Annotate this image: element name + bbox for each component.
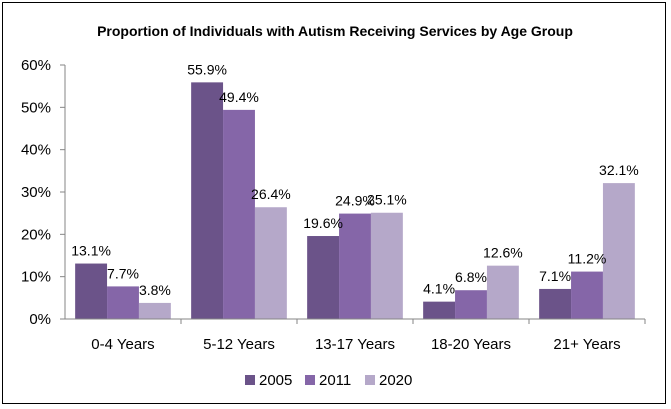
legend-label: 2005 bbox=[259, 372, 292, 389]
bar-2020 bbox=[138, 302, 171, 319]
legend-swatch bbox=[305, 375, 315, 385]
y-tick-label: 0% bbox=[29, 311, 51, 328]
bar-2011 bbox=[455, 290, 487, 319]
y-tick-label: 20% bbox=[21, 226, 51, 243]
data-label: 4.1% bbox=[423, 281, 455, 297]
chart-title: Proportion of Individuals with Autism Re… bbox=[97, 23, 573, 39]
bar-2005 bbox=[307, 236, 340, 319]
data-label: 13.1% bbox=[71, 243, 111, 259]
chart-frame: Proportion of Individuals with Autism Re… bbox=[2, 2, 666, 404]
bar-2020 bbox=[254, 207, 287, 319]
bar-2005 bbox=[191, 82, 224, 320]
data-label: 12.6% bbox=[483, 245, 523, 261]
bar-2011 bbox=[223, 109, 255, 319]
data-label: 32.1% bbox=[599, 162, 639, 178]
x-tick-label: 5-12 Years bbox=[203, 336, 275, 353]
legend-swatch bbox=[365, 375, 375, 385]
bar-2011 bbox=[339, 213, 371, 319]
x-tick-label: 18-20 Years bbox=[431, 336, 511, 353]
bar-2011 bbox=[571, 271, 603, 319]
data-label: 7.7% bbox=[107, 265, 139, 281]
bar-2020 bbox=[486, 265, 519, 319]
data-label: 55.9% bbox=[187, 61, 227, 77]
data-label: 26.4% bbox=[251, 186, 291, 202]
y-tick-label: 30% bbox=[21, 184, 51, 201]
y-axis: 0% 10% 20% 30% 40% 50% 60% bbox=[21, 57, 66, 328]
legend-label: 2011 bbox=[319, 372, 351, 389]
bar-2020 bbox=[602, 183, 635, 319]
bar-2020 bbox=[370, 212, 403, 319]
bar-2005 bbox=[75, 263, 108, 319]
data-label: 6.8% bbox=[455, 269, 487, 285]
data-label: 25.1% bbox=[367, 192, 407, 208]
x-tick-label: 21+ Years bbox=[553, 336, 620, 353]
y-tick-label: 60% bbox=[21, 57, 51, 74]
data-label: 11.2% bbox=[568, 251, 607, 267]
legend: 2005 2011 2020 bbox=[245, 372, 412, 389]
chart-svg: Proportion of Individuals with Autism Re… bbox=[21, 23, 646, 389]
data-label: 19.6% bbox=[303, 215, 343, 231]
bar-2005 bbox=[423, 301, 456, 319]
x-tick-label: 0-4 Years bbox=[91, 336, 154, 353]
data-label: 24.9% bbox=[335, 193, 375, 209]
legend-label: 2020 bbox=[379, 372, 412, 389]
legend-swatch bbox=[245, 375, 255, 385]
x-tick-label: 13-17 Years bbox=[315, 336, 395, 353]
y-tick-label: 50% bbox=[21, 99, 51, 116]
data-label: 7.1% bbox=[539, 268, 571, 284]
data-label: 49.4% bbox=[219, 89, 259, 105]
data-label: 3.8% bbox=[139, 282, 171, 298]
bars bbox=[75, 82, 635, 320]
bar-2011 bbox=[107, 286, 139, 319]
y-tick-label: 10% bbox=[21, 269, 51, 286]
data-labels: 13.1% 7.7%3.8% 55.9% 49.4% 26.4% 19.6% 24.9%25… bbox=[71, 61, 639, 298]
x-axis: 0-4 Years 5-12 Years 13-17 Years 18-20 Year… bbox=[65, 318, 646, 353]
bar-2005 bbox=[539, 288, 572, 319]
y-tick-label: 40% bbox=[21, 142, 51, 159]
